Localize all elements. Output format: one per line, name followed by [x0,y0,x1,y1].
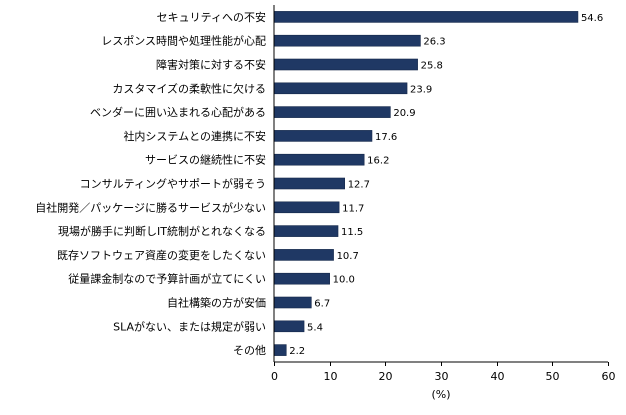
category-label: SLAがない、または規定が弱い [113,319,266,333]
x-tick-label: 40 [491,370,505,383]
value-label: 26.3 [423,37,445,48]
category-label: 自社構築の方が安価 [167,296,266,310]
category-label: コンサルティングやサポートが弱そう [80,177,266,191]
category-label: 既存ソフトウェア資産の変更をしたくない [57,248,266,262]
category-label: 社内システムとの連携に不安 [123,129,266,143]
value-label: 6.7 [314,299,330,310]
bar [273,58,418,71]
bar [273,11,579,23]
x-tick-label: 60 [602,370,616,383]
bar [273,34,421,47]
value-label: 12.7 [348,180,370,191]
category-label: 従量課金制なので予算計画が立てにくい [68,272,266,286]
category-label: 自社開発／パッケージに勝るサービスが少ない [35,200,266,214]
bar [273,320,305,333]
category-label: 障害対策に対する不安 [156,58,266,72]
bar [273,296,312,309]
x-tick-label: 20 [379,370,393,383]
bar [273,82,408,95]
x-tick-label: 10 [324,370,338,383]
x-ticks: 0 10 20 30 40 50 60 [271,362,616,383]
value-label: 10.7 [337,251,359,262]
bar [273,272,330,285]
bar [273,225,339,237]
value-label: 17.6 [375,132,397,143]
bar [273,106,391,118]
category-labels: セキュリティへの不安レスポンス時間や処理性能が心配障害対策に対する不安カスタマイ… [35,10,266,357]
bar [273,130,373,142]
x-tick-label: 30 [435,370,449,383]
category-label: ベンダーに囲い込まれる心配がある [90,105,266,119]
bars [273,11,579,356]
value-label: 25.8 [421,61,443,72]
category-label: サービスの継続性に不安 [145,153,266,167]
value-labels: 54.6 26.3 25.8 23.9 20.9 17.6 16.2 12.7 11.7 11.5… [289,13,603,357]
bar [273,177,345,190]
category-label: セキュリティへの不安 [157,10,266,24]
category-label: カスタマイズの柔軟性に欠ける [112,81,266,95]
category-label: その他 [233,344,266,357]
x-tick-label: 50 [546,370,560,383]
value-label: 23.9 [410,84,432,95]
category-label: レスポンス時間や処理性能が心配 [101,34,266,48]
value-label: 54.6 [581,13,603,24]
value-label: 2.2 [289,346,305,357]
value-label: 16.2 [367,156,389,167]
bar [273,201,340,214]
value-label: 10.0 [333,275,355,286]
bar [273,249,334,261]
value-label: 11.7 [342,203,364,214]
value-label: 5.4 [307,322,323,333]
bar [273,153,365,166]
value-label: 20.9 [393,108,415,119]
bar [273,344,287,356]
value-label: 11.5 [341,227,363,238]
category-label: 現場が勝手に判断しIT統制がとれなくなる [58,224,266,238]
x-axis-title: (%) [431,388,450,401]
x-tick-label: 0 [271,370,278,383]
